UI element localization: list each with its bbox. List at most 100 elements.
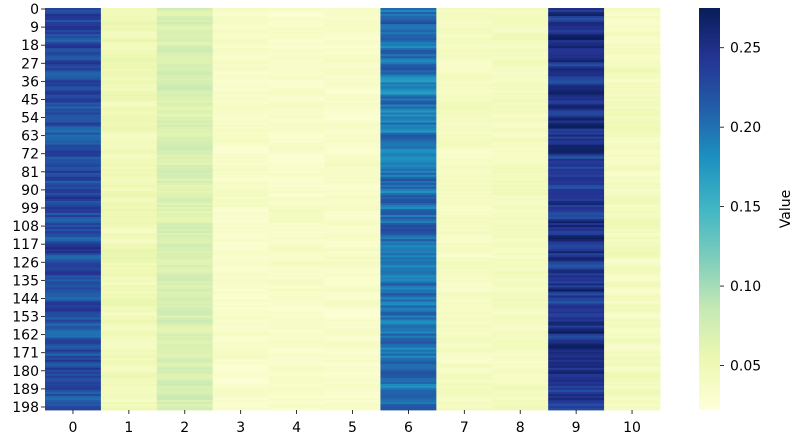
heatmap-cell <box>156 329 214 333</box>
heatmap-cell <box>604 239 661 242</box>
heatmap-cell <box>380 377 437 381</box>
heatmap-cell <box>436 277 493 280</box>
heatmap-cell <box>212 321 270 324</box>
heatmap-cell <box>604 134 661 138</box>
heatmap-cell <box>324 209 381 212</box>
heatmap-cell <box>100 341 158 345</box>
heatmap-cell <box>45 257 102 260</box>
heatmap-cell <box>380 202 437 206</box>
heatmap-cell <box>100 281 158 284</box>
heatmap-cell <box>100 375 158 379</box>
heatmap-cell <box>492 20 549 23</box>
heatmap-cell <box>436 78 493 81</box>
heatmap-cell <box>45 110 102 113</box>
heatmap-cell <box>100 54 158 57</box>
heatmap-cell <box>268 80 325 83</box>
heatmap-cell <box>156 46 214 49</box>
heatmap-cell <box>156 353 214 357</box>
heatmap-cell <box>212 12 270 15</box>
heatmap-cell <box>45 168 102 172</box>
y-tick-label: 90 <box>21 183 39 199</box>
heatmap-cell <box>156 136 214 140</box>
heatmap-cell <box>156 24 214 27</box>
heatmap-cell <box>100 134 158 138</box>
heatmap-cell <box>324 80 381 83</box>
heatmap-cell <box>156 134 214 138</box>
heatmap-cell <box>212 206 270 210</box>
heatmap-cell <box>436 345 493 349</box>
heatmap-cell <box>492 160 549 164</box>
heatmap-cell <box>380 341 437 345</box>
heatmap-cell <box>268 88 325 91</box>
heatmap-cell <box>156 295 214 298</box>
heatmap-cell <box>492 62 549 65</box>
heatmap-cell <box>100 154 158 158</box>
heatmap-cell <box>100 178 158 182</box>
heatmap-cell <box>324 10 381 13</box>
heatmap-cell <box>436 164 493 168</box>
heatmap-cell <box>268 299 325 302</box>
heatmap-cell <box>324 237 381 240</box>
heatmap-cell <box>604 363 661 367</box>
colorbar-tick-label: 0.25 <box>730 41 761 57</box>
heatmap-cell <box>268 249 325 252</box>
heatmap-cell <box>268 387 325 391</box>
heatmap-cell <box>492 233 549 236</box>
heatmap-cell <box>212 174 270 178</box>
heatmap-cell <box>604 295 661 298</box>
heatmap-cell <box>548 204 605 208</box>
heatmap-cell <box>436 347 493 351</box>
heatmap-cell <box>436 309 493 312</box>
heatmap-cell <box>45 186 102 190</box>
heatmap-cell <box>604 44 661 47</box>
heatmap-cell <box>100 180 158 184</box>
heatmap-cell <box>268 148 325 152</box>
heatmap-cell <box>604 401 661 405</box>
heatmap-cell <box>324 22 381 25</box>
heatmap-cell <box>324 287 381 290</box>
heatmap-cell <box>380 152 437 156</box>
y-tick-label: 81 <box>21 165 39 181</box>
heatmap-cell <box>380 373 437 377</box>
heatmap-cell <box>324 150 381 154</box>
heatmap-cell <box>548 112 605 115</box>
heatmap-cell <box>100 315 158 318</box>
heatmap-cell <box>436 116 493 119</box>
heatmap-cell <box>212 259 270 262</box>
heatmap-cell <box>604 190 661 194</box>
heatmap-cell <box>100 18 158 21</box>
heatmap-cell <box>156 339 214 343</box>
heatmap-cell <box>156 162 214 166</box>
heatmap-cell <box>380 114 437 117</box>
heatmap-cell <box>45 319 102 322</box>
heatmap-cell <box>45 72 102 75</box>
heatmap-cell <box>380 22 437 25</box>
heatmap-cell <box>324 200 381 204</box>
heatmap-cell <box>492 291 549 294</box>
heatmap-cell <box>156 128 214 132</box>
heatmap-cell <box>492 148 549 152</box>
heatmap-cell <box>324 164 381 168</box>
heatmap-cell <box>604 407 661 411</box>
heatmap-cell <box>604 219 661 222</box>
heatmap-cell <box>45 273 102 276</box>
heatmap-cell <box>436 321 493 324</box>
heatmap-cell <box>100 40 158 43</box>
heatmap-cell <box>100 152 158 156</box>
heatmap-cell <box>380 359 437 363</box>
heatmap-cell <box>212 118 270 121</box>
heatmap-cell <box>156 257 214 260</box>
heatmap-cell <box>212 345 270 349</box>
heatmap-cell <box>156 289 214 292</box>
heatmap-cell <box>492 8 549 11</box>
heatmap-cell <box>548 289 605 292</box>
heatmap-cell <box>492 281 549 284</box>
heatmap-cell <box>212 8 270 11</box>
heatmap-cell <box>548 104 605 107</box>
heatmap-cell <box>492 82 549 85</box>
heatmap-cell <box>380 108 437 111</box>
heatmap-cell <box>100 34 158 37</box>
heatmap-cell <box>324 134 381 138</box>
heatmap-cell <box>156 190 214 194</box>
heatmap-cell <box>436 204 493 208</box>
